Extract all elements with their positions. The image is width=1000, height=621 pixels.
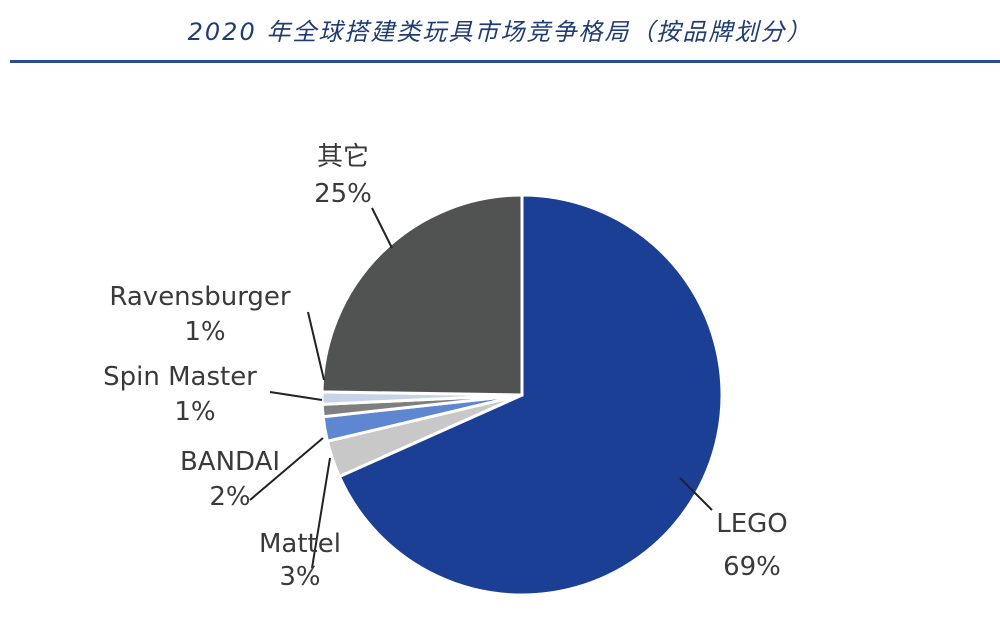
- leader-line-mattel: [311, 457, 331, 569]
- leader-line-其它: [371, 207, 393, 249]
- slice-value-bandai: 2%: [209, 482, 250, 512]
- slice-label-mattel: Mattel: [259, 529, 341, 559]
- leader-line-ravensburger: [307, 311, 325, 381]
- leader-line-bandai: [249, 437, 324, 501]
- slice-value-lego: 69%: [723, 552, 781, 582]
- pie-slice-lego: [337, 193, 724, 597]
- slice-value-spin-master: 1%: [174, 397, 215, 427]
- chart-title: 2020 年全球搭建类玩具市场竞争格局（按品牌划分）: [187, 18, 813, 46]
- slice-value-mattel: 3%: [279, 562, 320, 592]
- title-divider: [10, 60, 1000, 63]
- slice-label-其它: 其它: [317, 142, 369, 172]
- slice-label-bandai: BANDAI: [180, 447, 280, 477]
- leader-line-spin-master: [269, 391, 323, 401]
- slice-value-其它: 25%: [314, 179, 372, 209]
- slice-label-spin-master: Spin Master: [103, 362, 257, 392]
- pie-slice-其它: [320, 193, 524, 397]
- slice-value-ravensburger: 1%: [184, 317, 225, 347]
- slice-label-lego: LEGO: [716, 509, 788, 539]
- leader-line-lego: [679, 477, 713, 511]
- slice-label-ravensburger: Ravensburger: [109, 282, 291, 312]
